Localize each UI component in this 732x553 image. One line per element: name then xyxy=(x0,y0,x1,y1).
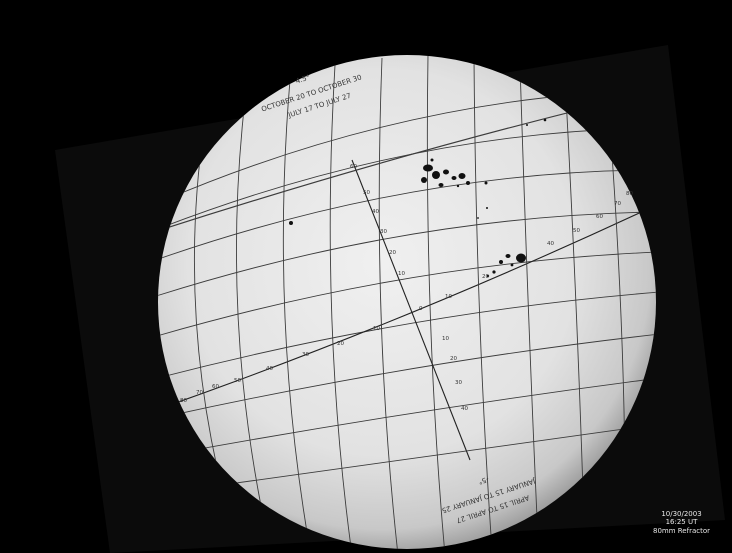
south-label-10: 10 xyxy=(442,336,449,342)
center-label-10: 10 xyxy=(445,294,452,300)
lat-label-30: 30 xyxy=(380,229,387,235)
observation-caption: 10/30/2003 16:25 UT 80mm Refractor xyxy=(653,510,710,536)
south-label-40: 40 xyxy=(461,406,468,412)
center-label-20: 20 xyxy=(482,274,489,280)
lon-label-80: 80 xyxy=(626,191,633,197)
caption-date: 10/30/2003 xyxy=(661,509,702,518)
eq-label-50: 50 xyxy=(234,378,241,384)
caption-instrument: 80mm Refractor xyxy=(652,526,710,535)
lat-label-20: 20 xyxy=(389,250,396,256)
eq-label-70: 70 xyxy=(196,390,203,396)
eq-label-30: 30 xyxy=(302,352,309,358)
caption-time: 16:25 UT xyxy=(665,518,698,526)
lon-label-50: 50 xyxy=(573,228,580,234)
sun-disk xyxy=(158,55,656,549)
south-label-20: 20 xyxy=(450,356,457,362)
eq-label-20: 20 xyxy=(337,341,344,347)
lat-label-50: 50 xyxy=(363,190,370,196)
bottom-degree-label: -5° xyxy=(477,475,489,486)
eq-label-80: 80 xyxy=(180,398,187,404)
center-label-0: 0 xyxy=(419,306,423,312)
lat-label-40: 40 xyxy=(372,209,379,215)
lon-label-60: 60 xyxy=(596,214,603,220)
lon-label-70: 70 xyxy=(614,201,621,207)
lon-label-40: 40 xyxy=(547,241,554,247)
eq-label-60: 60 xyxy=(212,384,219,390)
eq-label-10: 10 xyxy=(373,326,380,332)
lat-label-60: 60 xyxy=(350,164,357,170)
eq-label-40: 40 xyxy=(266,366,273,372)
sunspot-groups xyxy=(289,118,547,278)
south-label-30: 30 xyxy=(455,380,462,386)
lat-label-10: 10 xyxy=(398,271,405,277)
